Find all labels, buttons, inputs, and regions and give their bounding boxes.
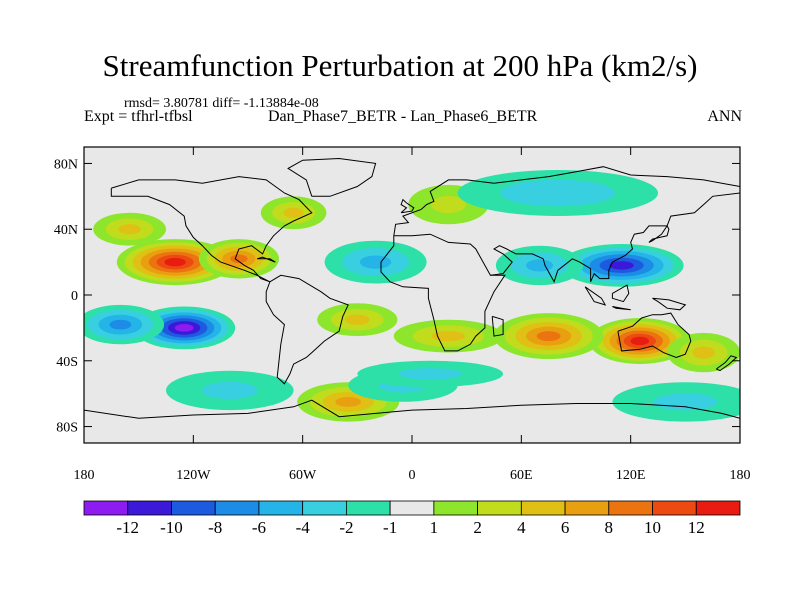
coastline-7 xyxy=(84,399,740,419)
contour-15-3 xyxy=(526,259,554,272)
y-tick-label-2: 0 xyxy=(71,289,78,304)
axis-ticks: 180 120W 60W 0 60E 120E 180 80N 40N 0 40S 80S xyxy=(54,147,751,483)
colorbar-swatch-0 xyxy=(83,500,129,516)
colorbar-swatch-3 xyxy=(214,500,260,516)
contour-14-6 xyxy=(609,261,634,270)
contour-13-3 xyxy=(359,255,392,269)
coastline-9 xyxy=(648,224,670,243)
x-tick-label-0: 180 xyxy=(74,468,95,483)
colorbar-label-11: 8 xyxy=(605,518,614,537)
colorbar-swatch-9 xyxy=(477,500,522,516)
x-tick-label-4: 60E xyxy=(510,468,533,483)
colorbar-label-9: 4 xyxy=(517,518,526,537)
coastline-14 xyxy=(652,297,687,311)
contour-6-7 xyxy=(630,336,650,346)
y-tick-label-4: 80S xyxy=(56,421,78,436)
colorbar-swatch-1 xyxy=(127,500,172,516)
colorbar-label-8: 2 xyxy=(473,518,482,537)
x-tick-label-2: 60W xyxy=(289,468,317,483)
contour-19-2 xyxy=(653,393,718,411)
contour-12-4 xyxy=(109,319,132,330)
coastline-15 xyxy=(716,355,738,372)
coastline-5 xyxy=(617,312,692,359)
contour-5-3 xyxy=(431,331,466,342)
contour-20-2 xyxy=(398,368,463,380)
case-subtitle: Dan_Phase7_BETR - Lan_Phase6_BETR xyxy=(268,108,538,125)
colorbar-swatch-2 xyxy=(171,500,216,516)
colorbar-swatch-8 xyxy=(433,500,478,516)
coastline-2 xyxy=(380,233,506,352)
contour-2-3 xyxy=(118,224,141,235)
x-tick-label-5: 120E xyxy=(616,468,646,483)
coastline-11 xyxy=(584,286,607,306)
colorbar-label-7: 1 xyxy=(430,518,439,537)
colorbar-label-5: -2 xyxy=(339,518,353,537)
colorbar-label-2: -8 xyxy=(208,518,222,537)
contour-9-4 xyxy=(335,397,362,407)
coastline-8 xyxy=(491,315,504,337)
coastlines xyxy=(84,157,740,419)
rmsd-stats: rmsd= 3.80781 diff= -1.13884e-08 xyxy=(124,96,319,111)
coastline-0 xyxy=(110,176,313,283)
colorbar-swatch-14 xyxy=(695,500,741,516)
coastline-13 xyxy=(611,284,630,303)
colorbar-swatch-5 xyxy=(302,500,347,516)
colorbar-label-3: -6 xyxy=(252,518,266,537)
y-tick-label-1: 40N xyxy=(54,223,78,238)
coastline-1 xyxy=(265,274,349,385)
contour-10-2 xyxy=(430,196,466,214)
contour-16-2 xyxy=(500,179,616,207)
colorbar-swatch-4 xyxy=(258,500,304,516)
coastline-6 xyxy=(287,157,377,197)
colorbar-label-13: 12 xyxy=(688,518,705,537)
colorbar-label-1: -10 xyxy=(160,518,183,537)
contour-7-5 xyxy=(536,331,561,342)
contour-3-3 xyxy=(283,207,304,218)
colorbar-swatch-7 xyxy=(389,500,435,516)
experiment-label: Expt = tfhrl-tfbsl xyxy=(84,108,193,125)
coastline-12 xyxy=(612,306,631,311)
x-tick-label-3: 0 xyxy=(409,468,416,483)
x-tick-label-6: 180 xyxy=(730,468,751,483)
contour-8-3 xyxy=(692,346,715,359)
colorbar-swatch-13 xyxy=(652,500,697,516)
coastline-3 xyxy=(393,166,740,236)
x-tick-label-1: 120W xyxy=(176,468,211,483)
contour-4-3 xyxy=(345,314,370,325)
colorbar-swatch-12 xyxy=(608,500,653,516)
colorbar-label-6: -1 xyxy=(383,518,397,537)
coastline-4 xyxy=(490,192,740,284)
contour-18-2 xyxy=(201,381,258,399)
colorbar-label-10: 6 xyxy=(561,518,570,537)
contour-1-5 xyxy=(230,254,248,264)
coastline-10 xyxy=(400,198,415,214)
y-tick-label-0: 80N xyxy=(54,157,78,172)
colorbar-swatch-11 xyxy=(564,500,610,516)
colorbar-label-12: 10 xyxy=(644,518,661,537)
colorbar-swatch-6 xyxy=(345,500,391,516)
colorbar-label-0: -12 xyxy=(116,518,139,537)
contour-0-7 xyxy=(164,257,186,267)
colorbar-swatch-10 xyxy=(520,500,566,516)
colorbar-label-4: -4 xyxy=(296,518,311,537)
colorbar: -12 -10 -8 -6 -4 -2 -1 1 2 4 6 8 10 12 xyxy=(83,500,741,537)
coastline-16 xyxy=(256,256,276,263)
chart-title: Streamfunction Perturbation at 200 hPa (… xyxy=(102,48,698,83)
y-tick-label-3: 40S xyxy=(56,355,78,370)
season-label: ANN xyxy=(707,108,742,125)
contour-11-7 xyxy=(174,324,194,332)
